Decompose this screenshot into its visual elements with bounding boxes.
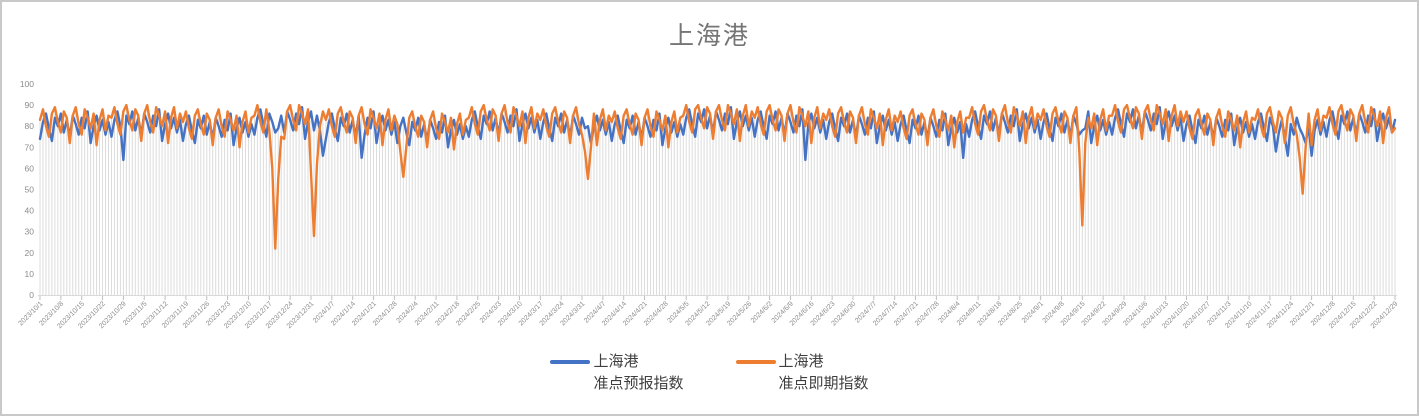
svg-text:50: 50 xyxy=(25,185,35,195)
legend-label-forecast: 上海港 准点预报指数 xyxy=(593,351,683,395)
legend-label-spot: 上海港 准点即期指数 xyxy=(779,351,869,395)
svg-text:70: 70 xyxy=(25,142,35,152)
svg-text:100: 100 xyxy=(20,79,34,89)
legend-label-line1: 上海港 xyxy=(593,353,639,370)
legend-label-line2: 准点预报指数 xyxy=(593,375,684,392)
svg-text:60: 60 xyxy=(25,163,35,173)
legend-item-spot-index[interactable]: 上海港 准点即期指数 xyxy=(735,351,869,395)
y-axis-labels: 0 10 20 30 40 50 60 70 80 90 100 xyxy=(20,79,34,300)
chart-legend: 上海港 准点预报指数 上海港 准点即期指数 xyxy=(2,351,1417,395)
series-line-spot[interactable] xyxy=(38,103,1397,250)
svg-text:80: 80 xyxy=(25,121,35,131)
legend-line-swatch-orange xyxy=(735,360,776,364)
chart-title[interactable]: 上海港 xyxy=(668,22,750,50)
svg-text:10: 10 xyxy=(25,269,35,279)
svg-text:2024/6/2: 2024/6/2 xyxy=(750,300,774,324)
line-chart-plot[interactable]: 2023/10/12023/10/82023/10/152023/10/2220… xyxy=(2,2,1419,348)
svg-text:20: 20 xyxy=(25,248,35,258)
legend-line-swatch-blue xyxy=(550,360,591,364)
svg-text:0: 0 xyxy=(29,290,34,300)
series-line-forecast[interactable] xyxy=(38,106,1397,162)
drop-lines xyxy=(39,105,1396,295)
legend-label-line2: 准点即期指数 xyxy=(778,375,869,392)
legend-item-forecast-index[interactable]: 上海港 准点预报指数 xyxy=(550,351,684,395)
legend-label-line1: 上海港 xyxy=(778,353,824,370)
svg-text:90: 90 xyxy=(25,100,35,110)
svg-text:2024/9/1: 2024/9/1 xyxy=(1021,300,1045,324)
svg-text:40: 40 xyxy=(25,206,35,216)
x-axis-ticks xyxy=(39,296,1396,300)
svg-text:30: 30 xyxy=(25,227,35,237)
x-axis-labels: 2023/10/12023/10/82023/10/152023/10/2220… xyxy=(17,300,1399,330)
